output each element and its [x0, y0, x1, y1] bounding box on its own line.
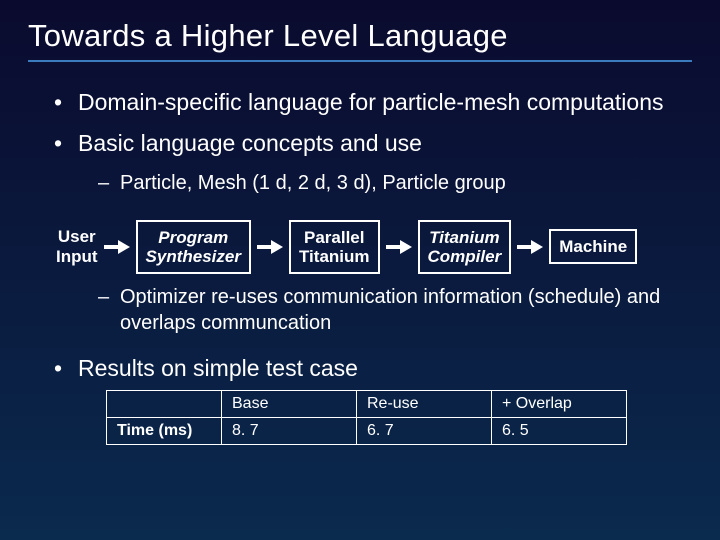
flow-box-parallel-titanium: Parallel Titanium	[289, 220, 380, 274]
table-header-cell: + Overlap	[492, 391, 627, 418]
table-row-label: Time (ms)	[107, 418, 222, 445]
flow-box-titanium-compiler: Titanium Compiler	[418, 220, 512, 274]
table-cell: 6. 7	[357, 418, 492, 445]
table-header-cell	[107, 391, 222, 418]
table-header-cell: Re-use	[357, 391, 492, 418]
bullet-optimizer: Optimizer re-uses communication informat…	[98, 284, 692, 336]
table-header-row: Base Re-use + Overlap	[107, 391, 627, 418]
arrow-icon	[386, 240, 412, 254]
table-cell: 8. 7	[222, 418, 357, 445]
flow-user-input: User Input	[56, 227, 98, 266]
slide: Towards a Higher Level Language Domain-s…	[0, 0, 720, 540]
arrow-icon	[104, 240, 130, 254]
flow-box-machine: Machine	[549, 229, 637, 264]
results-table: Base Re-use + Overlap Time (ms) 8. 7 6. …	[106, 390, 627, 445]
slide-title: Towards a Higher Level Language	[28, 18, 692, 62]
table-row: Time (ms) 8. 7 6. 7 6. 5	[107, 418, 627, 445]
flow-box-synthesizer: Program Synthesizer	[136, 220, 251, 274]
bullet-particle-mesh: Particle, Mesh (1 d, 2 d, 3 d), Particle…	[98, 170, 692, 196]
arrow-icon	[257, 240, 283, 254]
bullet-results: Results on simple test case	[54, 354, 692, 383]
arrow-icon	[517, 240, 543, 254]
bullet-basic-concepts: Basic language concepts and use	[54, 129, 692, 158]
bullet-domain-specific: Domain-specific language for particle-me…	[54, 88, 692, 117]
table-header-cell: Base	[222, 391, 357, 418]
table-cell: 6. 5	[492, 418, 627, 445]
flow-diagram: User Input Program Synthesizer Parallel …	[56, 220, 692, 274]
